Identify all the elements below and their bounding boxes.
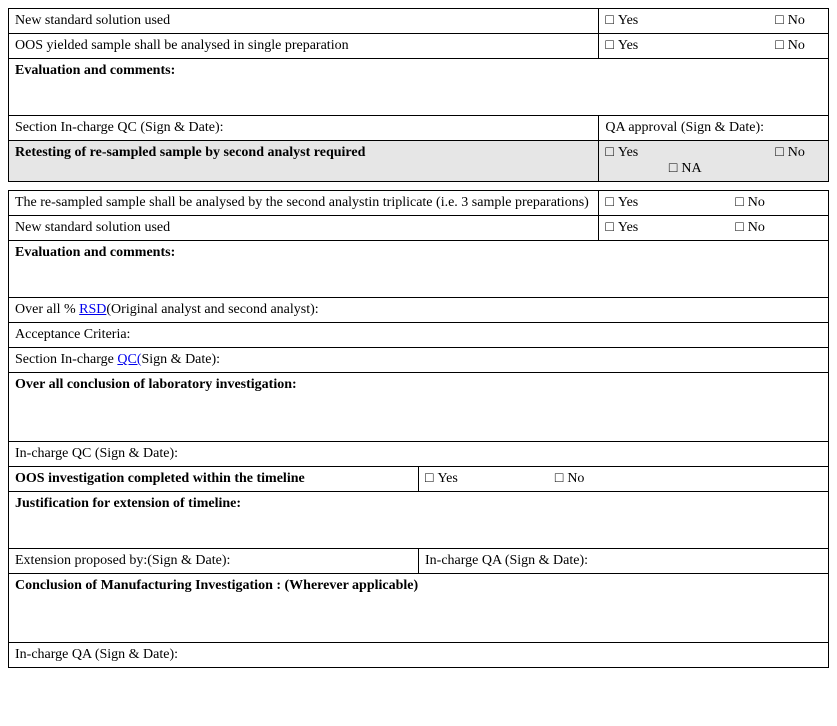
- row-label-prefix: Over all %: [15, 302, 79, 317]
- opt-yes: □Yes: [605, 145, 638, 161]
- row-label: OOS yielded sample shall be analysed in …: [15, 38, 349, 53]
- qc-link[interactable]: QC(: [117, 352, 141, 367]
- row-label: Section In-charge QC (Sign & Date):: [15, 120, 224, 135]
- row-label: Evaluation and comments:: [15, 245, 175, 260]
- row-label: Retesting of re-sampled sample by second…: [15, 145, 365, 160]
- opt-no: □No: [775, 145, 805, 161]
- row-label-suffix: (Original analyst and second analyst):: [106, 302, 318, 317]
- row-label: In-charge QA (Sign & Date):: [425, 553, 588, 568]
- opt-no: □No: [735, 195, 765, 211]
- row-label-prefix: Section In-charge: [15, 352, 117, 367]
- opt-yes: □Yes: [425, 471, 458, 487]
- row-label: OOS investigation completed within the t…: [15, 471, 305, 486]
- opt-yes: □Yes: [605, 220, 638, 236]
- row-label: In-charge QC (Sign & Date):: [15, 446, 178, 461]
- row-label: The re-sampled sample shall be analysed …: [15, 195, 589, 210]
- row-label: QA approval (Sign & Date):: [605, 120, 764, 135]
- row-label: Conclusion of Manufacturing Investigatio…: [15, 578, 418, 593]
- opt-yes: □Yes: [605, 38, 638, 54]
- row-label: In-charge QA (Sign & Date):: [15, 647, 178, 662]
- row-label: Justification for extension of timeline:: [15, 496, 241, 511]
- opt-no: □No: [555, 471, 585, 487]
- row-label: Extension proposed by:(Sign & Date):: [15, 553, 230, 568]
- table-2: The re-sampled sample shall be analysed …: [8, 190, 829, 668]
- row-label: Evaluation and comments:: [15, 63, 175, 78]
- opt-no: □No: [735, 220, 765, 236]
- row-label: Over all conclusion of laboratory invest…: [15, 377, 297, 392]
- row-label: New standard solution used: [15, 13, 170, 28]
- opt-na: □NA: [669, 161, 702, 177]
- opt-yes: □Yes: [605, 195, 638, 211]
- opt-no: □No: [775, 13, 805, 29]
- row-label: Acceptance Criteria:: [15, 327, 130, 342]
- rsd-link[interactable]: RSD: [79, 302, 106, 317]
- opt-yes: □Yes: [605, 13, 638, 29]
- table-1: New standard solution used □Yes □No OOS …: [8, 8, 829, 182]
- opt-no: □No: [775, 38, 805, 54]
- row-label-suffix: Sign & Date):: [142, 352, 221, 367]
- row-label: New standard solution used: [15, 220, 170, 235]
